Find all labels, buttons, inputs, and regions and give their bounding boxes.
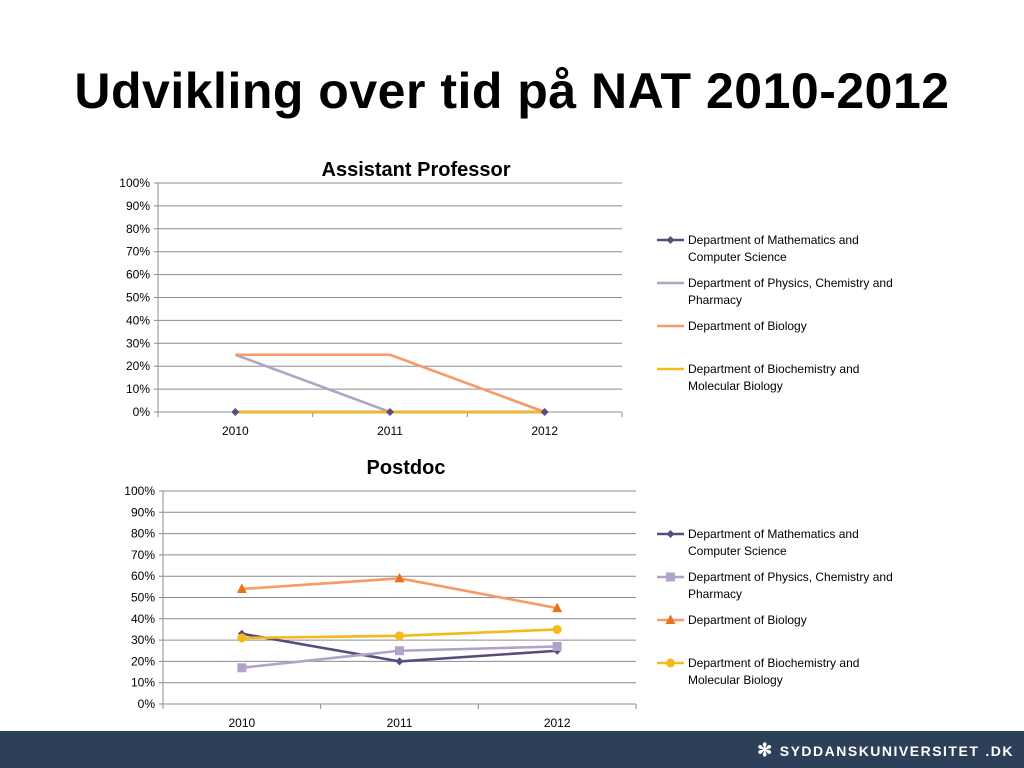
chart1-x-tick-label: 2012	[531, 424, 558, 438]
chart1-y-tick-label: 50%	[126, 291, 150, 305]
chart2-y-tick-label: 40%	[131, 612, 155, 626]
chart1-point-department-of-mathematics-and-computer-science	[386, 408, 394, 416]
chart2-x-tick-label: 2012	[544, 716, 571, 730]
chart2-y-tick-label: 50%	[131, 591, 155, 605]
chart2-y-tick-label: 60%	[131, 569, 155, 583]
chart2-legend-marker	[666, 572, 675, 582]
chart1-series-line-department-of-physics-chemistry-and-pharmacy	[234, 353, 545, 414]
chart1-point-department-of-mathematics-and-computer-science	[231, 408, 240, 416]
chart2-point-department-of-physics-chemistry-and-pharmacy	[552, 641, 562, 651]
logo-mark-icon: ✻	[757, 740, 774, 760]
chart1-legend-label-department-of-physics-chemistry-and-pharmacy: Department of Physics, Chemistry and Phar…	[688, 276, 893, 307]
chart2-legend-label-department-of-biochemistry-and-molecular-biology: Department of Biochemistry and Molecular …	[688, 656, 859, 687]
chart2-legend-label-department-of-biology: Department of Biology	[688, 613, 807, 627]
assistant-professor-chart: Assistant Professor 0% 10% 20% 30% 40% 50% 60% 7…	[119, 159, 893, 438]
chart2-legend-marker	[666, 658, 675, 668]
chart2-point-department-of-mathematics-and-computer-science	[395, 657, 404, 666]
chart1-y-tick-label: 30%	[126, 336, 150, 350]
chart2-title: Postdoc	[367, 457, 446, 479]
chart2-y-tick-label: 100%	[124, 484, 155, 498]
logo-text: SYDDANSKUNIVERSITET	[779, 742, 980, 759]
chart2-legend-label-department-of-mathematics-and-computer-science: Department of Mathematics and Computer Sc…	[688, 527, 859, 558]
logo-suffix: .DK	[985, 742, 1014, 759]
chart1-legend-marker	[666, 236, 675, 244]
chart1-legend-label-department-of-biochemistry-and-molecular-biology: Department of Biochemistry and Molecular …	[688, 362, 859, 393]
chart2-point-department-of-biology	[236, 583, 247, 593]
chart1-y-tick-label: 70%	[126, 245, 150, 259]
chart2-point-department-of-physics-chemistry-and-pharmacy	[237, 663, 247, 673]
chart1-y-tick-label: 60%	[126, 268, 150, 282]
chart2-y-tick-label: 80%	[131, 527, 155, 541]
postdoc-chart: Postdoc 0% 10% 20% 30% 40% 50% 60% 70% 80% 90% 100%…	[124, 457, 893, 730]
chart1-y-tick-label: 80%	[126, 222, 150, 236]
chart1-series-line-department-of-biology	[235, 353, 546, 414]
chart2-point-department-of-physics-chemistry-and-pharmacy	[395, 646, 404, 656]
chart2-y-tick-label: 30%	[131, 633, 155, 647]
chart2-point-department-of-biology	[394, 572, 405, 583]
chart2-x-tick-label: 2010	[228, 716, 255, 730]
chart2-y-tick-label: 70%	[131, 548, 155, 562]
chart2-y-tick-label: 20%	[131, 654, 155, 668]
footer-bar: ✻ SYDDANSKUNIVERSITET .DK	[0, 731, 1024, 768]
chart2-legend-marker	[666, 530, 675, 538]
chart1-y-tick-label: 100%	[119, 176, 150, 190]
chart2-point-department-of-biochemistry-and-molecular-biology	[237, 633, 247, 643]
chart2-legend-marker	[665, 614, 676, 624]
chart2-series-line-department-of-biology	[241, 577, 558, 610]
chart2-y-tick-label: 0%	[138, 697, 156, 711]
university-logo[interactable]: ✻ SYDDANSKUNIVERSITET .DK	[757, 740, 1014, 761]
chart2-point-department-of-biochemistry-and-molecular-biology	[395, 631, 404, 641]
chart2-x-tick-label: 2011	[387, 716, 413, 730]
chart2-y-tick-label: 90%	[131, 505, 155, 519]
chart1-legend-label-department-of-mathematics-and-computer-science: Department of Mathematics and Computer Sc…	[688, 233, 859, 264]
chart2-point-department-of-biochemistry-and-molecular-biology	[552, 624, 562, 634]
chart1-y-tick-label: 0%	[133, 405, 151, 419]
chart1-x-tick-label: 2011	[377, 424, 403, 438]
chart1-title: Assistant Professor	[322, 159, 511, 181]
chart2-y-tick-label: 10%	[131, 676, 155, 690]
chart1-point-department-of-mathematics-and-computer-science	[540, 408, 549, 416]
chart2-legend-label-department-of-physics-chemistry-and-pharmacy: Department of Physics, Chemistry and Phar…	[688, 570, 893, 601]
chart1-y-tick-label: 10%	[126, 382, 150, 396]
chart1-y-tick-label: 90%	[126, 199, 150, 213]
slide-title: Udvikling over tid på NAT 2010-2012	[74, 63, 950, 119]
chart1-x-tick-label: 2010	[222, 424, 249, 438]
chart2-point-department-of-biology	[552, 602, 563, 613]
chart1-y-tick-label: 20%	[126, 359, 150, 373]
chart1-legend-label-department-of-biology: Department of Biology	[688, 319, 807, 333]
chart1-y-tick-label: 40%	[126, 313, 150, 327]
